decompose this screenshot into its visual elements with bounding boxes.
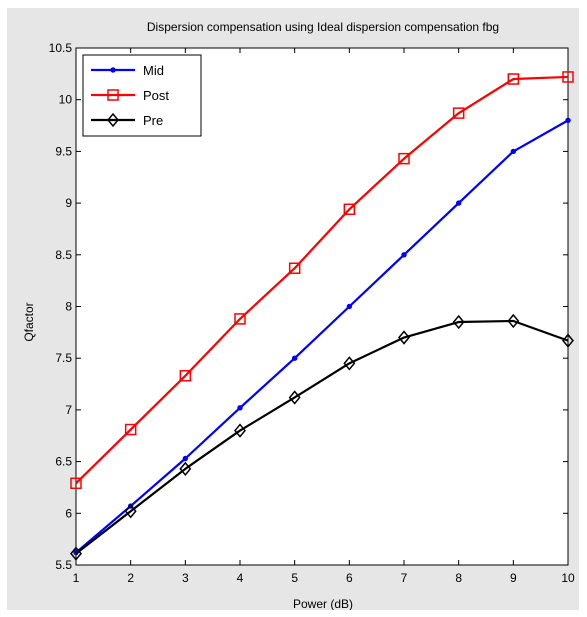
series-line-mid xyxy=(75,119,569,554)
data-point-mid xyxy=(237,405,243,411)
data-point-post xyxy=(343,203,356,216)
data-point-pre xyxy=(562,333,574,348)
data-point-post xyxy=(288,262,301,274)
x-tick-label: 9 xyxy=(510,571,517,585)
data-point-pre xyxy=(179,461,192,477)
x-tick-label: 8 xyxy=(455,571,462,585)
data-point-post xyxy=(124,423,137,436)
data-point-post xyxy=(452,107,465,119)
series-line-pre xyxy=(75,319,569,555)
data-point-post xyxy=(70,477,82,490)
data-point-mid xyxy=(510,148,517,155)
x-tick-label: 4 xyxy=(237,571,244,585)
data-point-mid xyxy=(291,355,298,361)
x-tick-label: 3 xyxy=(182,571,189,585)
data-point-post xyxy=(234,313,246,325)
data-point-pre xyxy=(234,423,246,438)
data-point-pre xyxy=(343,356,356,371)
legend-label-post: Post xyxy=(143,88,169,103)
y-tick-label: 6 xyxy=(65,506,72,520)
y-tick-label: 10.5 xyxy=(49,41,73,55)
data-point-post xyxy=(562,71,574,83)
data-point-mid xyxy=(182,455,189,462)
data-point-pre xyxy=(507,313,520,329)
data-point-mid xyxy=(346,303,353,310)
y-tick-label: 10 xyxy=(59,93,73,107)
chart-title: Dispersion compensation using Ideal disp… xyxy=(147,20,499,34)
series-line-post xyxy=(75,75,569,485)
y-tick-label: 9.5 xyxy=(55,144,72,158)
x-axis-title: Power (dB) xyxy=(293,597,353,610)
figure-background: 1 2 3 4 5 6 7 8 9 10 5.5 6 6.5 7 7.5 8 8.5 9 9.5 10 10.5 Mid… xyxy=(7,8,579,610)
legend-marker-pre xyxy=(107,112,119,128)
legend-label-mid: Mid xyxy=(143,63,164,78)
data-point-mid xyxy=(455,200,462,206)
data-point-mid xyxy=(401,252,407,258)
y-tick-label: 8 xyxy=(65,300,72,314)
data-point-post xyxy=(179,370,192,382)
y-tick-label: 6.5 xyxy=(55,455,72,469)
x-tick-label: 1 xyxy=(73,571,80,585)
line-chart: 1 2 3 4 5 6 7 8 9 10 5.5 6 6.5 7 7.5 8 8.5 9 9.5 10 10.5 Mid… xyxy=(22,20,575,610)
data-point-pre xyxy=(124,504,137,519)
data-point-pre xyxy=(70,546,82,561)
y-tick-label: 7 xyxy=(65,403,72,417)
data-point-mid xyxy=(565,117,571,124)
x-tick-label: 6 xyxy=(346,571,353,585)
data-point-pre xyxy=(288,390,301,405)
y-tick-label: 8.5 xyxy=(55,248,72,262)
data-point-post xyxy=(398,152,410,165)
data-point-pre xyxy=(398,330,410,345)
legend-label-pre: Pre xyxy=(143,113,163,128)
x-tick-label: 2 xyxy=(127,571,134,585)
y-tick-label: 5.5 xyxy=(55,558,72,572)
series-pre xyxy=(70,313,574,561)
data-point-post xyxy=(507,73,520,85)
legend-marker-mid xyxy=(110,67,116,73)
x-tick-label: 7 xyxy=(401,571,408,585)
data-point-pre xyxy=(452,314,465,330)
series-post xyxy=(70,71,574,490)
x-tick-label: 5 xyxy=(291,571,298,585)
y-tick-label: 7.5 xyxy=(55,351,72,365)
y-axis-title: Qfactor xyxy=(22,302,36,341)
y-tick-label: 9 xyxy=(65,196,72,210)
x-tick-label: 10 xyxy=(561,571,575,585)
legend-marker-post xyxy=(107,89,119,101)
